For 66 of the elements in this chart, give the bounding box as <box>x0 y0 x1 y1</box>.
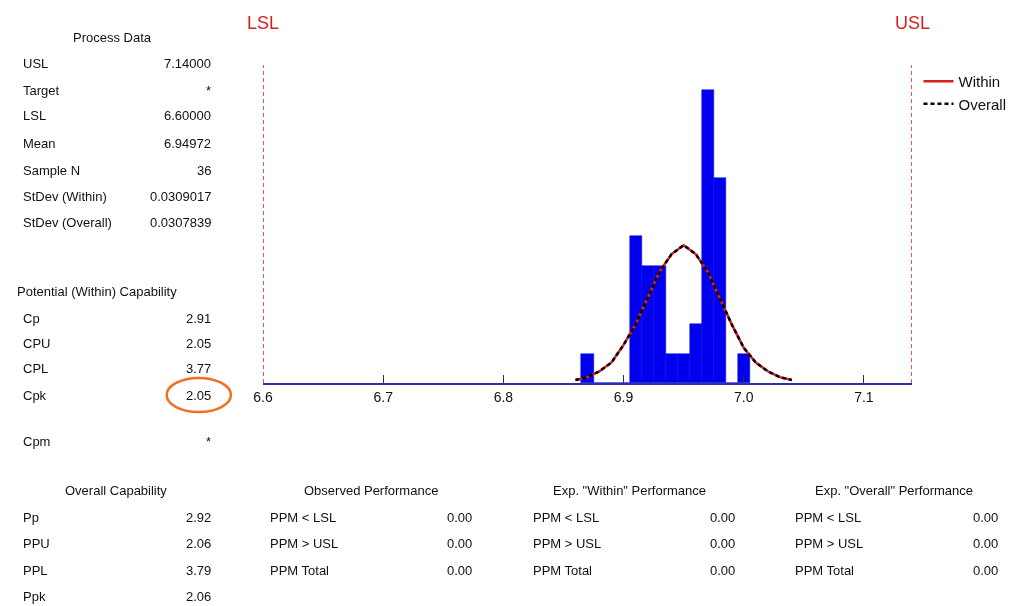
text: LSL <box>23 108 47 123</box>
text: Exp. "Overall" Performance <box>815 483 974 498</box>
x-tick-label: 6.9 <box>613 388 634 405</box>
text: 0.00 <box>447 536 473 551</box>
text: 2.05 <box>186 336 212 351</box>
text: * <box>206 83 212 98</box>
text: 2.91 <box>186 311 212 326</box>
text: CPU <box>23 336 51 351</box>
text: PPM > USL <box>270 536 339 551</box>
text: PPM Total <box>795 563 855 578</box>
text: 3.79 <box>186 563 212 578</box>
text: Cp <box>23 311 40 326</box>
text: 2.06 <box>186 536 212 551</box>
text: Ppk <box>23 589 46 604</box>
text: Mean <box>23 136 56 151</box>
text: Exp. "Within" Performance <box>553 483 707 498</box>
x-tick-label: 6.7 <box>373 388 394 405</box>
text: 0.00 <box>710 510 736 525</box>
text: PPM < LSL <box>795 510 862 525</box>
text: 7.14000 <box>164 56 211 71</box>
text: PPL <box>23 563 48 578</box>
x-tick-label: 6.6 <box>253 388 273 405</box>
text: 0.00 <box>447 510 473 525</box>
text: Overall Capability <box>65 483 168 498</box>
x-tick-label: 7.1 <box>854 388 874 405</box>
text: Cpm <box>23 434 51 449</box>
text: Sample N <box>23 163 81 178</box>
text: 0.00 <box>447 563 473 578</box>
text: 36 <box>197 163 212 178</box>
text: PPU <box>23 536 50 551</box>
text: 6.60000 <box>164 108 211 123</box>
text: 2.05 <box>186 388 212 403</box>
text: Potential (Within) Capability <box>17 284 178 299</box>
ref-line-label: LSL <box>247 13 280 33</box>
text: 0.00 <box>973 563 999 578</box>
x-tick-label: 7.0 <box>734 388 754 405</box>
text: * <box>206 434 212 449</box>
text: 0.00 <box>973 536 999 551</box>
text: PPM < LSL <box>270 510 337 525</box>
text: 0.00 <box>710 563 736 578</box>
text: 0.00 <box>710 536 736 551</box>
ref-line-label: USL <box>895 13 931 33</box>
text: PPM > USL <box>795 536 864 551</box>
text: PPM Total <box>270 563 330 578</box>
text: StDev (Overall) <box>23 215 112 230</box>
text: Observed Performance <box>304 483 439 498</box>
legend-label: Within <box>958 73 1001 91</box>
text: CPL <box>23 361 49 376</box>
text: PPM > USL <box>533 536 602 551</box>
text: Cpk <box>23 388 47 403</box>
text: Process Data <box>73 30 152 45</box>
text: 0.0307839 <box>150 215 212 230</box>
text: PPM < LSL <box>533 510 600 525</box>
legend-label: Overall <box>958 95 1007 113</box>
text: USL <box>23 56 49 71</box>
text: Pp <box>23 510 39 525</box>
x-tick-label: 6.8 <box>493 388 514 405</box>
text: 0.00 <box>973 510 999 525</box>
text: 6.94972 <box>164 136 211 151</box>
text: 0.0309017 <box>150 189 212 204</box>
text: 3.77 <box>186 361 212 376</box>
text: 2.92 <box>186 510 212 525</box>
text: Target <box>23 83 60 98</box>
text: StDev (Within) <box>23 189 107 204</box>
text: 2.06 <box>186 589 212 604</box>
text: PPM Total <box>533 563 593 578</box>
